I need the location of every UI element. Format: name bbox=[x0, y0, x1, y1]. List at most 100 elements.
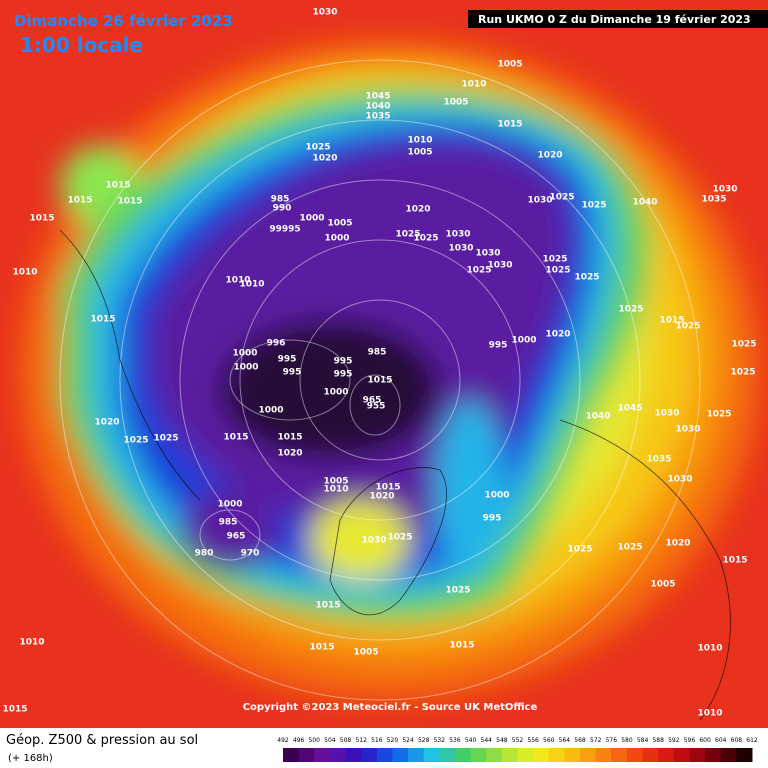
isobar-label: 1025 bbox=[153, 434, 178, 444]
isobar-label: 1015 bbox=[277, 433, 302, 443]
isobar-label: 1005 bbox=[497, 60, 522, 70]
isobar-label: 1030 bbox=[527, 196, 552, 206]
isobar-label: 1020 bbox=[405, 205, 430, 215]
colorbar-tick-label: 592 bbox=[668, 737, 680, 744]
isobar-label: 1015 bbox=[367, 376, 392, 386]
isobar-label: 1025 bbox=[618, 305, 643, 315]
colorbar-cell bbox=[454, 748, 472, 762]
colorbar-cell bbox=[329, 748, 347, 762]
isobar-label: 1000 bbox=[511, 336, 536, 346]
isobar-label: 1015 bbox=[375, 483, 400, 493]
colorbar-tick-label: 528 bbox=[418, 737, 430, 744]
isobar-label: 955 bbox=[367, 402, 386, 412]
isobar-label: 1040 bbox=[632, 198, 657, 208]
colorbar-cell bbox=[283, 748, 300, 762]
isobar-label: 1030 bbox=[361, 536, 386, 546]
isobar-label: 1025 bbox=[617, 543, 642, 553]
colorbar-tick-label: 600 bbox=[699, 737, 711, 744]
isobar-label: 1035 bbox=[365, 112, 390, 122]
isobar-label: 1010 bbox=[19, 638, 44, 648]
isobar-label: 1025 bbox=[706, 410, 731, 420]
colorbar-cell bbox=[501, 748, 518, 762]
isobar-label: 1010 bbox=[12, 268, 37, 278]
time-label: 1:00 locale bbox=[20, 33, 143, 57]
isobar-label: 1005 bbox=[443, 98, 468, 108]
colorbar-cell bbox=[720, 748, 737, 762]
isobar-label: 995 bbox=[334, 370, 353, 380]
colorbar-cell bbox=[642, 748, 659, 762]
isobar-label: 1030 bbox=[487, 261, 512, 271]
isobar-label: 970 bbox=[241, 549, 260, 559]
isobar-label: 1030 bbox=[667, 475, 692, 485]
isobar-label: 995 bbox=[283, 368, 302, 378]
isobar-label: 1015 bbox=[497, 120, 522, 130]
colorbar-tick-label: 564 bbox=[559, 737, 571, 744]
colorbar-tick-label: 552 bbox=[512, 737, 524, 744]
isobar-label: 1025 bbox=[549, 193, 574, 203]
isobar-label: 1025 bbox=[567, 545, 592, 555]
isobar-label: 1015 bbox=[29, 214, 54, 224]
colorbar-cell bbox=[376, 748, 393, 762]
isobar-label: 1025 bbox=[395, 230, 420, 240]
isobar-label: 996 bbox=[267, 339, 286, 349]
isobar-label: 1025 bbox=[574, 273, 599, 283]
isobar-label: 1025 bbox=[730, 368, 755, 378]
isobar-label: 1025 bbox=[445, 586, 470, 596]
colorbar-cell bbox=[580, 748, 597, 762]
isobar-label: 985 bbox=[219, 518, 238, 528]
isobar-label: 1010 bbox=[239, 280, 264, 290]
isobar-label: 1025 bbox=[675, 322, 700, 332]
colorbar-tick-label: 568 bbox=[574, 737, 586, 744]
isobar-label: 1020 bbox=[545, 330, 570, 340]
colorbar-tick-label: 524 bbox=[402, 737, 414, 744]
colorbar-cell bbox=[595, 748, 612, 762]
colorbar-cell bbox=[361, 748, 378, 762]
colorbar-tick-label: 500 bbox=[309, 737, 321, 744]
run-label: Run UKMO 0 Z du Dimanche 19 février 2023 bbox=[478, 13, 751, 26]
isobar-label: 1010 bbox=[407, 136, 432, 146]
colorbar-tick-label: 560 bbox=[543, 737, 555, 744]
isobar-label: 1045 bbox=[365, 92, 390, 102]
colorbar-cell bbox=[517, 748, 534, 762]
colorbar-cell bbox=[564, 748, 581, 762]
isobar-label: 990 bbox=[273, 204, 292, 214]
colorbar-cell bbox=[345, 748, 362, 762]
colorbar-tick-label: 508 bbox=[340, 737, 352, 744]
isobar-label: 1030 bbox=[312, 8, 337, 18]
isobar-label: 1030 bbox=[675, 425, 700, 435]
colorbar-tick-label: 608 bbox=[731, 737, 743, 744]
colorbar-cell bbox=[423, 748, 440, 762]
isobar-label: 995 bbox=[489, 341, 508, 351]
date-label: Dimanche 26 février 2023 bbox=[14, 12, 233, 30]
colorbar-cell bbox=[408, 748, 425, 762]
colorbar-cell bbox=[486, 748, 503, 762]
isobar-label: 1015 bbox=[659, 316, 684, 326]
isobar-label: 1035 bbox=[701, 195, 726, 205]
isobar-label: 1025 bbox=[542, 255, 567, 265]
isobar-label: 1000 bbox=[323, 388, 348, 398]
isobar-label: 1030 bbox=[448, 244, 473, 254]
isobar-label: 1010 bbox=[461, 80, 486, 90]
colorbar-tick-label: 544 bbox=[481, 737, 493, 744]
colorbar-tick-label: 580 bbox=[621, 737, 633, 744]
isobar-label: 1005 bbox=[407, 148, 432, 158]
isobar-label: 1025 bbox=[413, 234, 438, 244]
isobar-label: 1015 bbox=[67, 196, 92, 206]
colorbar-tick-label: 556 bbox=[527, 737, 539, 744]
isobar-label: 1015 bbox=[117, 197, 142, 207]
colorbar-tick-label: 596 bbox=[684, 737, 696, 744]
colorbar-tick-label: 576 bbox=[606, 737, 618, 744]
colorbar-cell bbox=[611, 748, 628, 762]
isobar-label: 1000 bbox=[233, 363, 258, 373]
isobar-label: 980 bbox=[195, 549, 214, 559]
isobar-label: 1005 bbox=[650, 580, 675, 590]
colorbar-cell bbox=[298, 748, 315, 762]
isobar-label: 985 bbox=[271, 195, 290, 205]
isobar-label: 1025 bbox=[581, 201, 606, 211]
colorbar-tick-label: 516 bbox=[371, 737, 383, 744]
isobar-label: 985 bbox=[368, 348, 387, 358]
colorbar-tick-label: 548 bbox=[496, 737, 508, 744]
colorbar-cell bbox=[533, 748, 550, 762]
colorbar-tick-label: 536 bbox=[449, 737, 461, 744]
isobar-label: 1020 bbox=[312, 154, 337, 164]
